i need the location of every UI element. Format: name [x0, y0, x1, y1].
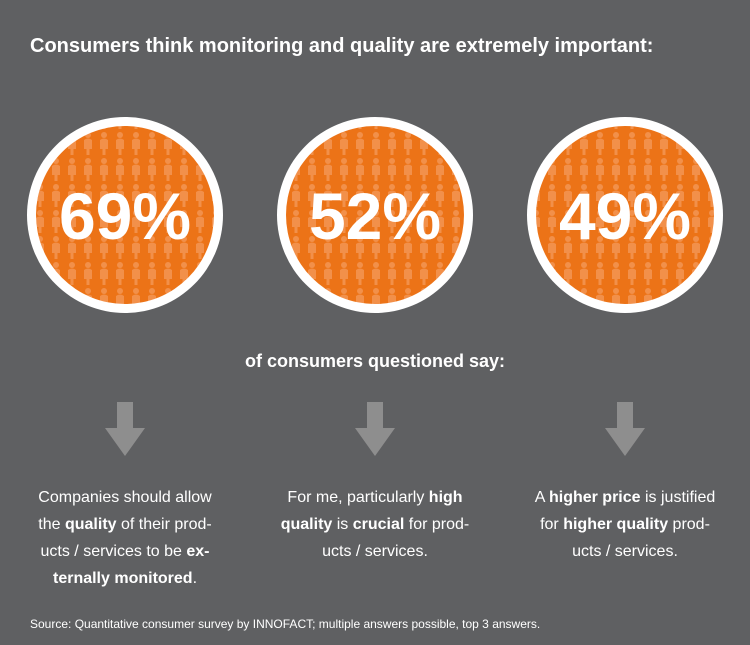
circle: [36, 126, 214, 304]
statement-run: ex-: [186, 543, 209, 560]
statement-line: For me, particularly high: [287, 489, 462, 506]
statement-line: quality is crucial for prod-: [281, 516, 470, 533]
stat: 49%: [559, 179, 691, 253]
statement-run: For me, particularly: [287, 489, 428, 506]
arrow: [605, 402, 645, 456]
statement-run: higher price: [549, 489, 641, 506]
statement-line: for higher quality prod-: [540, 516, 710, 533]
statement-run: Companies should allow: [38, 489, 212, 506]
statement-run: .: [193, 570, 197, 587]
statement-run: ucts / services to be: [41, 543, 187, 560]
statement-run: quality: [65, 516, 117, 533]
statement-line: the quality of their prod-: [38, 516, 211, 533]
source: Source: Quantitative consumer survey by …: [30, 617, 540, 631]
statement-run: for prod-: [404, 516, 469, 533]
statement-run: prod-: [668, 516, 710, 533]
circle: [286, 126, 464, 304]
statement-run: quality: [281, 516, 333, 533]
statement-line: ucts / services.: [572, 543, 678, 560]
statement-line: ucts / services to be ex-: [41, 543, 210, 560]
title: Consumers think monitoring and quality a…: [30, 35, 653, 57]
arrow: [355, 402, 395, 456]
statement-run: for: [540, 516, 563, 533]
statement-run: is justified: [641, 489, 716, 506]
statement-run: the: [38, 516, 65, 533]
statement-run: ucts / services.: [322, 543, 428, 560]
statement-run: A: [535, 489, 549, 506]
stat: 52%: [309, 179, 441, 253]
statement-run: high: [429, 489, 463, 506]
statement-line: A higher price is justified: [535, 489, 716, 506]
statement-run: higher quality: [563, 516, 668, 533]
statement-line: ternally monitored.: [53, 570, 197, 587]
statement-line: ucts / services.: [322, 543, 428, 560]
statement-run: is: [332, 516, 352, 533]
statement-run: ucts / services.: [572, 543, 678, 560]
stat: 69%: [59, 179, 191, 253]
statement-run: crucial: [353, 516, 405, 533]
statement-run: ternally monitored: [53, 570, 193, 587]
arrow: [105, 402, 145, 456]
subtitle: of consumers questioned say:: [245, 351, 505, 371]
statement-line: Companies should allow: [38, 489, 212, 506]
circle: [536, 126, 714, 304]
statement-run: of their prod-: [117, 516, 212, 533]
